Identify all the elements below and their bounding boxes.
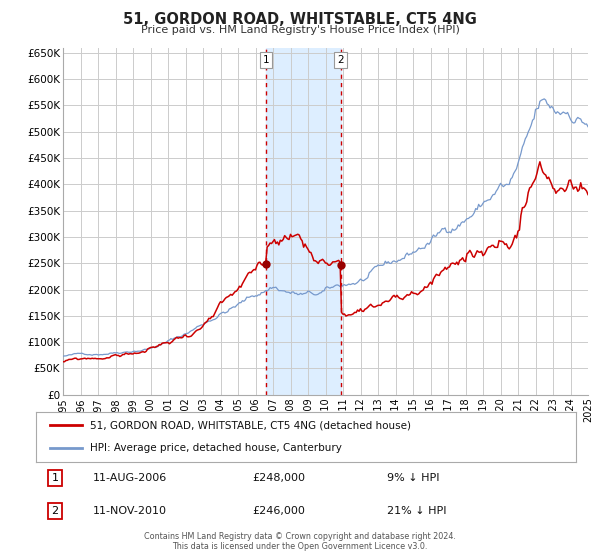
Text: 51, GORDON ROAD, WHITSTABLE, CT5 4NG: 51, GORDON ROAD, WHITSTABLE, CT5 4NG — [123, 12, 477, 27]
Text: This data is licensed under the Open Government Licence v3.0.: This data is licensed under the Open Gov… — [172, 542, 428, 550]
Text: Contains HM Land Registry data © Crown copyright and database right 2024.: Contains HM Land Registry data © Crown c… — [144, 532, 456, 541]
Text: £246,000: £246,000 — [252, 506, 305, 516]
Text: £248,000: £248,000 — [252, 473, 305, 483]
Bar — [266, 48, 341, 395]
Text: Price paid vs. HM Land Registry's House Price Index (HPI): Price paid vs. HM Land Registry's House … — [140, 25, 460, 35]
Text: 1: 1 — [263, 55, 269, 65]
Text: 11-NOV-2010: 11-NOV-2010 — [92, 506, 167, 516]
Text: 51, GORDON ROAD, WHITSTABLE, CT5 4NG (detached house): 51, GORDON ROAD, WHITSTABLE, CT5 4NG (de… — [90, 420, 411, 430]
Text: 9% ↓ HPI: 9% ↓ HPI — [387, 473, 439, 483]
Text: 2: 2 — [337, 55, 344, 65]
Text: 21% ↓ HPI: 21% ↓ HPI — [387, 506, 446, 516]
Text: HPI: Average price, detached house, Canterbury: HPI: Average price, detached house, Cant… — [90, 444, 342, 454]
Text: 1: 1 — [52, 473, 58, 483]
Text: 2: 2 — [52, 506, 58, 516]
Text: 11-AUG-2006: 11-AUG-2006 — [92, 473, 167, 483]
